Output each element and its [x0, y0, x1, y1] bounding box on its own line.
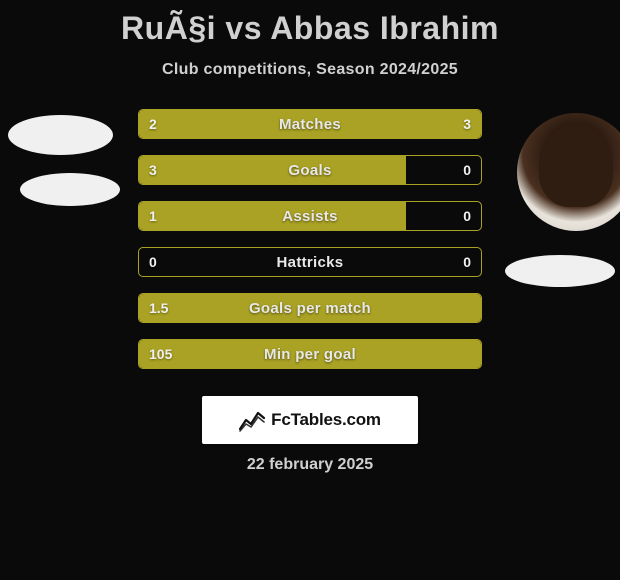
stat-row: Goals per match1.5: [138, 293, 482, 323]
stat-value-left: 3: [149, 156, 157, 184]
stat-row: Assists1 0: [138, 201, 482, 231]
stat-value-left: 105: [149, 340, 172, 368]
stat-label: Min per goal: [139, 340, 481, 368]
stat-value-right: 0: [463, 248, 471, 276]
stat-row: Goals3 0: [138, 155, 482, 185]
subtitle: Club competitions, Season 2024/2025: [0, 61, 620, 79]
stat-value-right: 0: [463, 202, 471, 230]
stats-bars: Matches23Goals30Assists10Hattricks00Goal…: [138, 109, 482, 385]
stat-row: Matches2 3: [138, 109, 482, 139]
brand-icon: [239, 408, 265, 432]
stat-label: Matches: [139, 110, 481, 138]
player-right-avatar: [517, 113, 620, 231]
player-right-avatar-placeholder: [505, 255, 615, 287]
stat-label: Hattricks: [139, 248, 481, 276]
stat-value-left: 2: [149, 110, 157, 138]
stat-label: Goals: [139, 156, 481, 184]
stat-value-right: 3: [463, 110, 471, 138]
stat-row: Min per goal105: [138, 339, 482, 369]
stat-value-left: 0: [149, 248, 157, 276]
page-title: RuÃ§i vs Abbas Ibrahim: [0, 0, 620, 47]
stat-value-right: 0: [463, 156, 471, 184]
stat-value-left: 1.5: [149, 294, 168, 322]
stat-label: Assists: [139, 202, 481, 230]
date-text: 22 february 2025: [0, 456, 620, 474]
player-left-avatar-placeholder-1: [8, 115, 113, 155]
stat-label: Goals per match: [139, 294, 481, 322]
stat-value-left: 1: [149, 202, 157, 230]
brand-text: FcTables.com: [271, 410, 381, 430]
player-left-avatar-placeholder-2: [20, 173, 120, 206]
brand-badge: FcTables.com: [202, 396, 418, 444]
stat-row: Hattricks0 0: [138, 247, 482, 277]
